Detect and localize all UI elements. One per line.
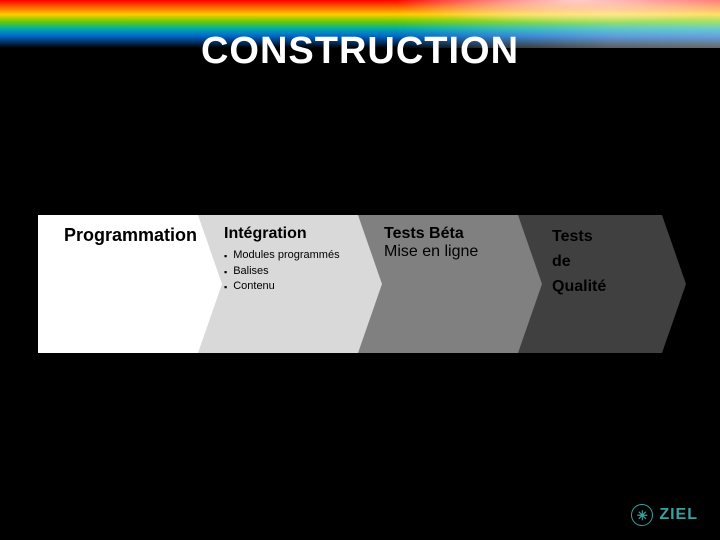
logo: ✳ ZIEL [631,504,698,526]
bullet-item: Contenu [224,280,374,293]
chevron-heading: Programmation [64,225,214,246]
chevron-integration: Intégration Modules programmés Balises C… [198,215,384,353]
logo-icon-glyph: ✳ [637,509,648,522]
chevron-heading: Tests Béta [384,225,534,243]
bullet-item: Modules programmés [224,249,374,262]
quality-line: de [552,250,676,275]
chevron-bullets: Modules programmés Balises Contenu [224,249,374,293]
logo-text: ZIEL [659,506,698,524]
chevron-subtext: Mise en ligne [384,243,534,261]
slide-title: CONSTRUCTION [0,30,720,73]
chevron-process-row: Programmation Intégration Modules progra… [38,215,686,353]
logo-icon: ✳ [631,504,653,526]
bullet-item: Balises [224,265,374,278]
chevron-tests-qualite: Tests de Qualité [518,215,686,353]
quality-line: Qualité [552,275,676,300]
chevron-tests-beta: Tests Béta Mise en ligne [358,215,544,353]
quality-line: Tests [552,225,676,250]
chevron-heading: Intégration [224,225,374,243]
chevron-programmation: Programmation [38,215,224,353]
